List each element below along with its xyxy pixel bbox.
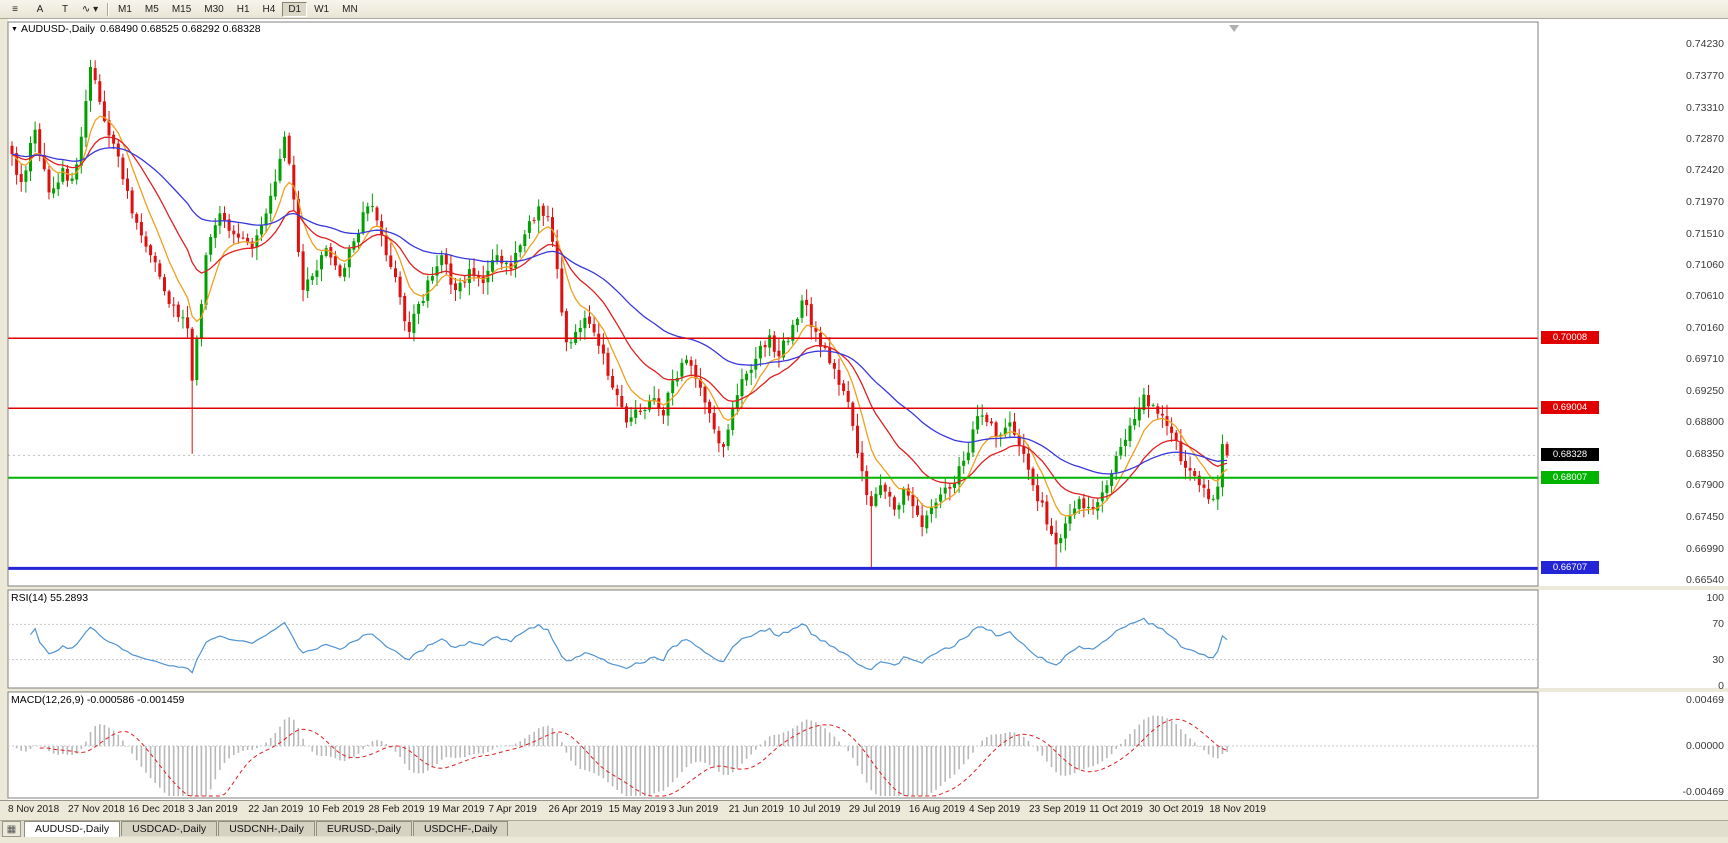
timeframe-buttons: M1 M5 M15 M30 H1 H4 D1 W1 MN [112, 1, 365, 17]
chart-shift-marker[interactable] [1229, 25, 1240, 32]
tabs: AUDUSD-,Daily USDCAD-,Daily USDCNH-,Daily E… [24, 821, 509, 837]
tab-usdcnh-daily[interactable]: USDCNH-,Daily [218, 821, 315, 836]
chart-tab-bar: ▦ AUDUSD-,Daily USDCAD-,Daily USDCNH-,Dail… [0, 820, 1728, 837]
timeframe-m5[interactable]: M5 [144, 3, 159, 15]
line-tools-dropdown[interactable]: ∿ ▾ [81, 3, 99, 15]
tab-usdchf-daily[interactable]: USDCHF-,Daily [412, 821, 509, 836]
main-plot-border [7, 21, 1539, 587]
timeframe-h1[interactable]: H1 [236, 3, 250, 15]
tab-usdcad-daily[interactable]: USDCAD-,Daily [121, 821, 218, 836]
cursor-tool-button[interactable]: A [36, 3, 44, 15]
timeframe-m15[interactable]: M15 [171, 3, 192, 15]
macd-plot-border [7, 691, 1539, 799]
text-tool-button[interactable]: T [61, 3, 69, 15]
toolbar: ≡ A T ∿ ▾ M1 M5 M15 M30 H1 H4 D1 W1 MN [0, 0, 1728, 19]
rsi-plot-border [7, 589, 1539, 689]
ma-8-line [11, 115, 1228, 517]
timeframe-m30[interactable]: M30 [204, 3, 224, 15]
timeframe-d1[interactable]: D1 [282, 1, 308, 17]
timeframe-m1[interactable]: M1 [118, 3, 132, 15]
time-axis [0, 800, 1728, 821]
rsi-line [30, 617, 1228, 674]
macd-histogram [15, 715, 1228, 796]
tab-audusd-daily[interactable]: AUDUSD-,Daily [24, 821, 121, 837]
window-list-icon[interactable]: ▦ [2, 821, 21, 837]
charts-list-icon[interactable]: ≡ [12, 3, 18, 15]
ma-20-line [11, 136, 1228, 499]
ma-50-line [11, 147, 1228, 475]
toolbar-separator [107, 2, 108, 16]
timeframe-mn[interactable]: MN [342, 3, 358, 15]
macd-signal-line [39, 718, 1228, 797]
tool-buttons: ≡ A T ∿ ▾ [3, 1, 103, 17]
timeframe-h4[interactable]: H4 [262, 3, 276, 15]
tab-eurusd-daily[interactable]: EURUSD-,Daily [315, 821, 412, 836]
timeframe-w1[interactable]: W1 [314, 3, 330, 15]
